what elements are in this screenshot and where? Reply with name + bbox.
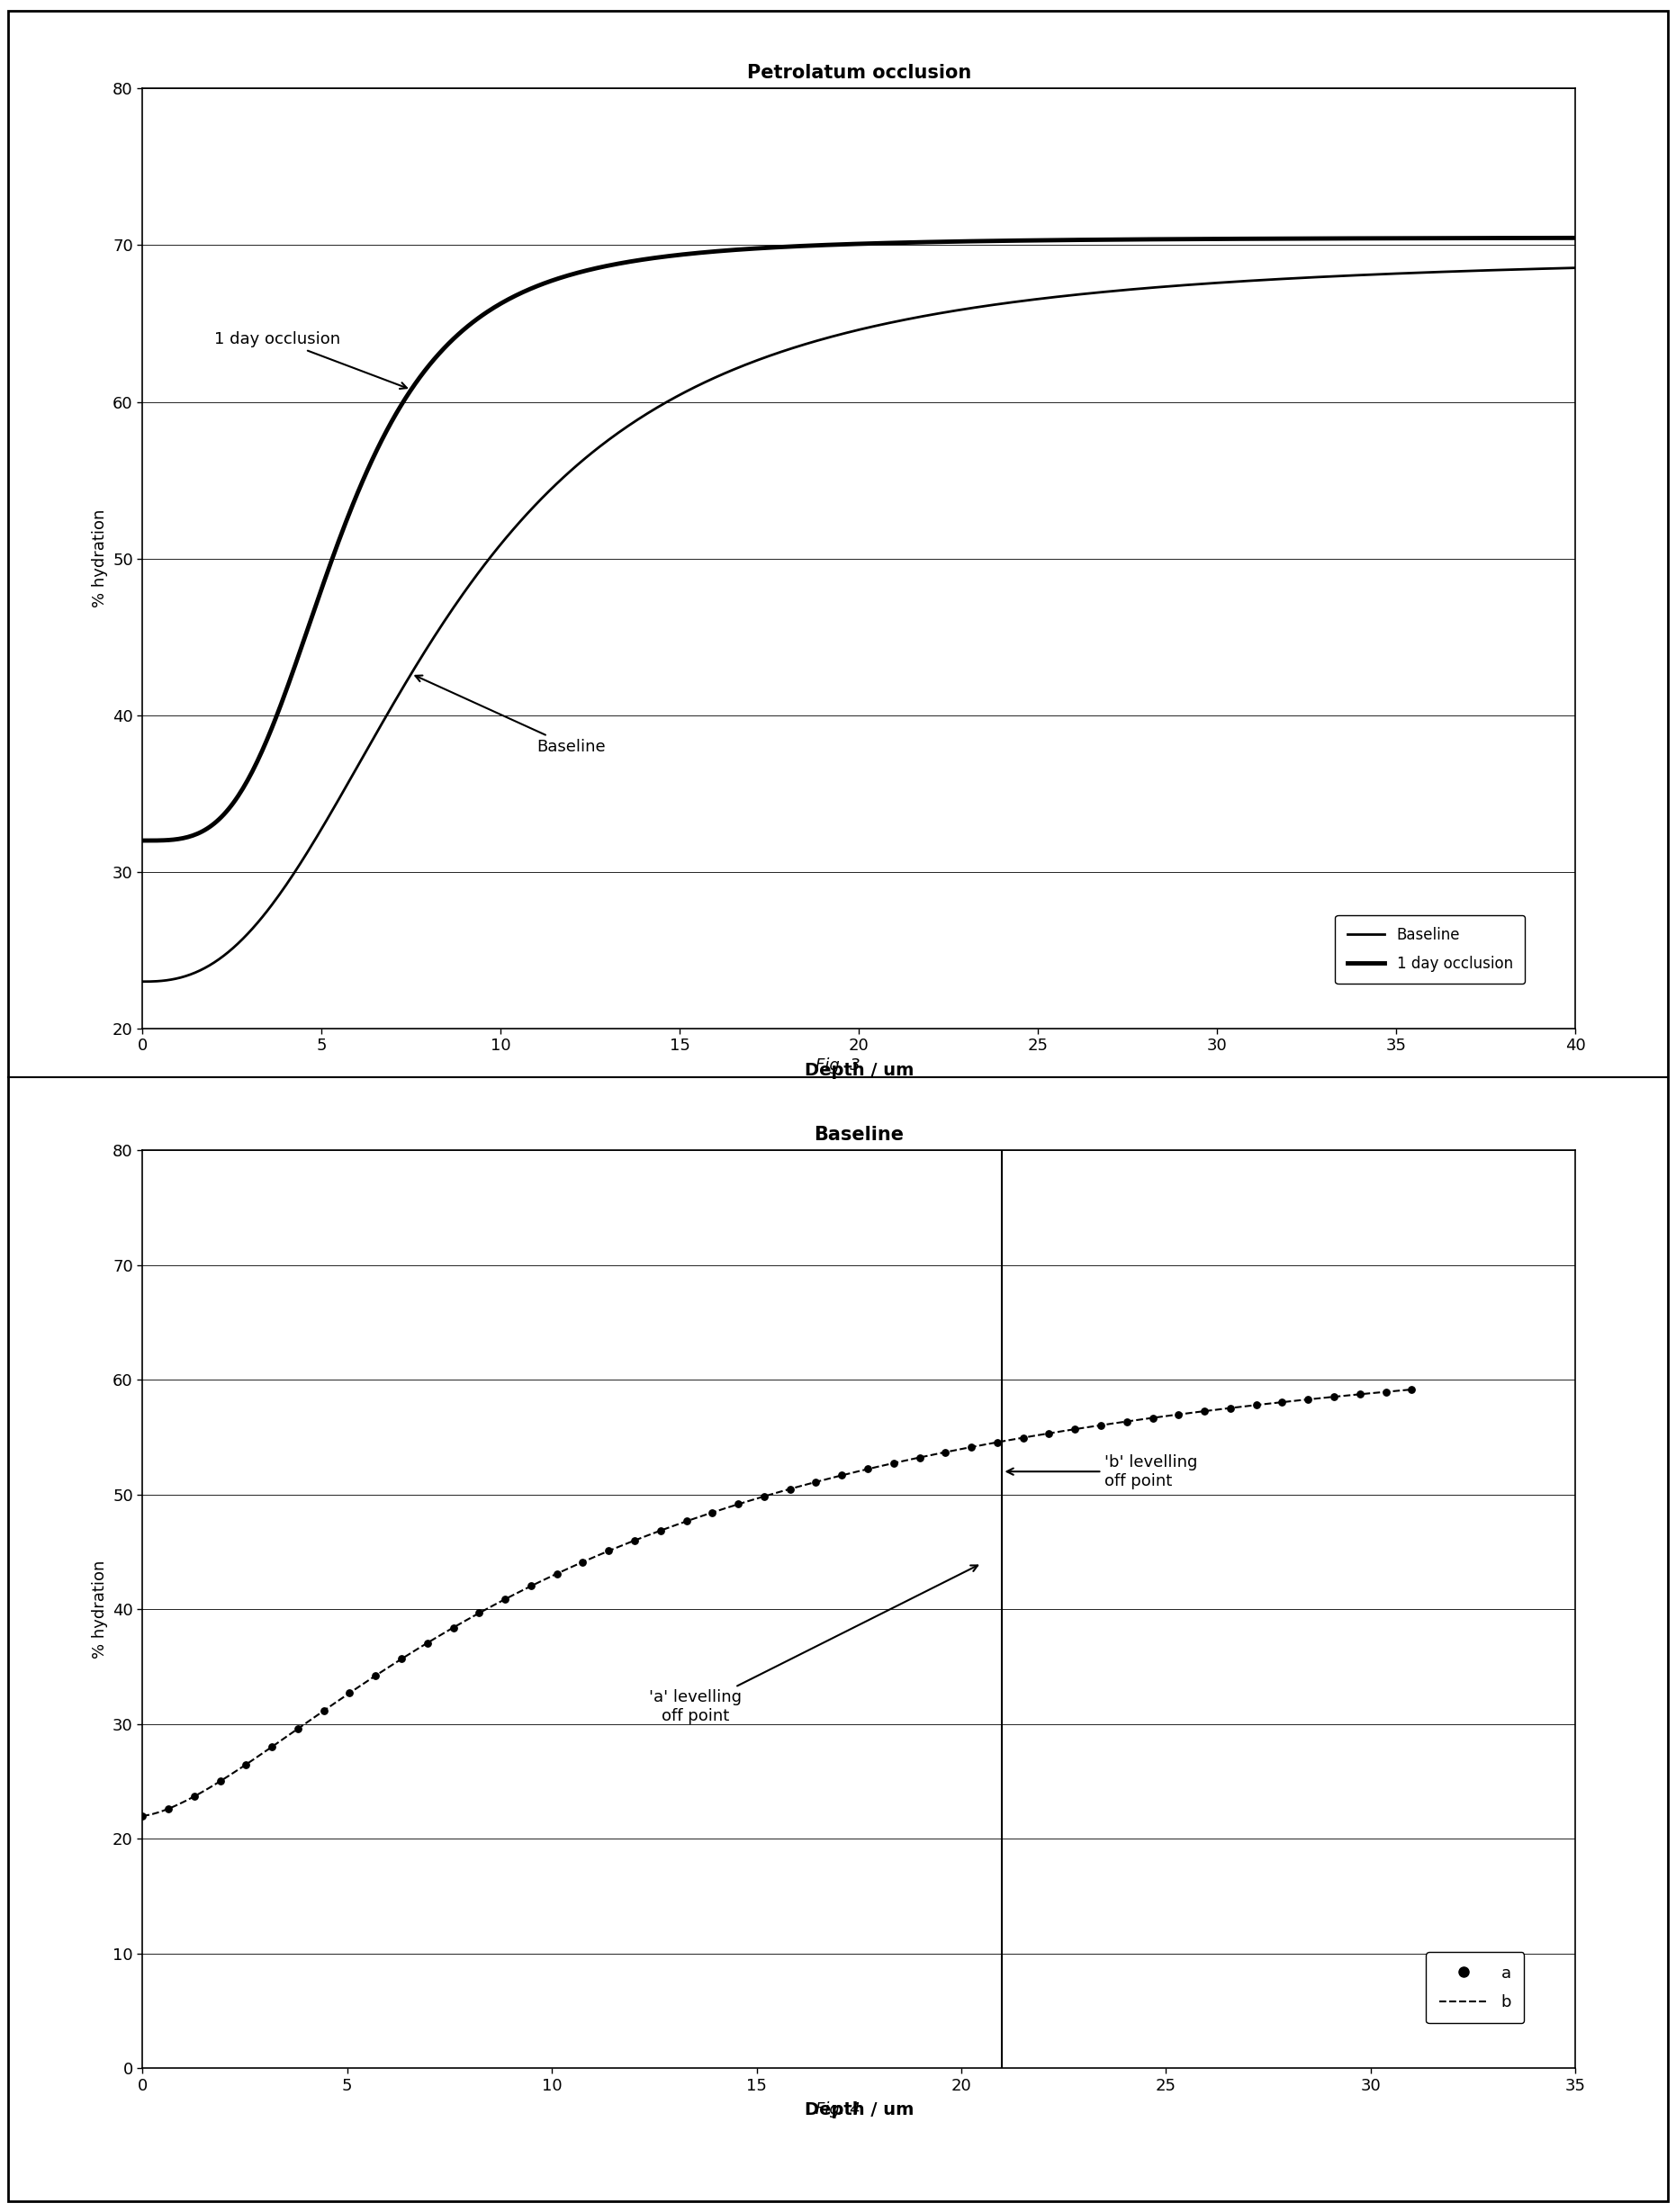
a <box>439 1610 466 1646</box>
Legend: Baseline, 1 day occlusion: Baseline, 1 day occlusion <box>1336 916 1525 984</box>
b <box>820 1464 840 1491</box>
a <box>233 1747 260 1783</box>
a <box>1346 1376 1373 1411</box>
a <box>1088 1407 1115 1442</box>
a <box>622 1522 649 1557</box>
a <box>699 1495 726 1531</box>
b <box>742 1486 763 1513</box>
a <box>518 1568 545 1604</box>
Text: Fig. 4: Fig. 4 <box>816 2101 860 2117</box>
a <box>828 1458 855 1493</box>
a <box>803 1464 830 1500</box>
a <box>932 1433 959 1469</box>
a <box>1036 1416 1063 1451</box>
a <box>337 1674 364 1710</box>
a <box>751 1478 778 1513</box>
a <box>129 1798 156 1834</box>
a <box>724 1486 751 1522</box>
b <box>1371 1378 1391 1405</box>
a <box>674 1504 701 1540</box>
a <box>855 1451 882 1486</box>
a <box>1009 1420 1036 1455</box>
Legend: a, b: a, b <box>1426 1951 1525 2024</box>
a <box>466 1595 493 1630</box>
a <box>880 1444 907 1480</box>
a <box>310 1692 337 1728</box>
b <box>888 1449 908 1475</box>
a <box>491 1582 518 1617</box>
Text: Fig. 3: Fig. 3 <box>816 1057 860 1073</box>
a <box>959 1429 985 1464</box>
a <box>362 1659 389 1694</box>
Line: b: b <box>142 1389 1411 1816</box>
a <box>1061 1411 1088 1447</box>
Y-axis label: % hydration: % hydration <box>92 509 107 608</box>
b <box>736 1489 756 1515</box>
a <box>595 1533 622 1568</box>
a <box>414 1626 441 1661</box>
a <box>1321 1378 1348 1413</box>
b <box>132 1803 153 1829</box>
a <box>181 1778 208 1814</box>
Text: Baseline: Baseline <box>416 675 605 754</box>
Title: Petrolatum occlusion: Petrolatum occlusion <box>747 64 970 82</box>
a <box>907 1440 934 1475</box>
a <box>258 1730 285 1765</box>
Text: 1 day occlusion: 1 day occlusion <box>215 332 407 389</box>
a <box>154 1792 181 1827</box>
a <box>776 1471 803 1506</box>
a <box>1373 1374 1399 1409</box>
b <box>1173 1400 1193 1427</box>
a <box>1244 1387 1270 1422</box>
Text: 'a' levelling
off point: 'a' levelling off point <box>649 1566 977 1725</box>
a <box>389 1641 416 1677</box>
a <box>206 1763 233 1798</box>
b <box>1401 1376 1421 1402</box>
X-axis label: Depth / um: Depth / um <box>804 1062 913 1079</box>
a <box>285 1712 312 1747</box>
a <box>1113 1405 1140 1440</box>
a <box>1294 1382 1321 1418</box>
a <box>1217 1391 1244 1427</box>
a <box>1269 1385 1296 1420</box>
a <box>570 1544 597 1579</box>
Title: Baseline: Baseline <box>815 1126 903 1144</box>
a <box>1165 1396 1192 1431</box>
a <box>1192 1394 1218 1429</box>
Y-axis label: % hydration: % hydration <box>92 1559 107 1659</box>
a <box>543 1555 570 1590</box>
Text: 'b' levelling
off point: 'b' levelling off point <box>1007 1453 1198 1489</box>
a <box>984 1425 1011 1460</box>
a <box>1398 1371 1425 1407</box>
a <box>1140 1400 1166 1436</box>
X-axis label: Depth / um: Depth / um <box>804 2101 913 2119</box>
a <box>647 1513 674 1548</box>
